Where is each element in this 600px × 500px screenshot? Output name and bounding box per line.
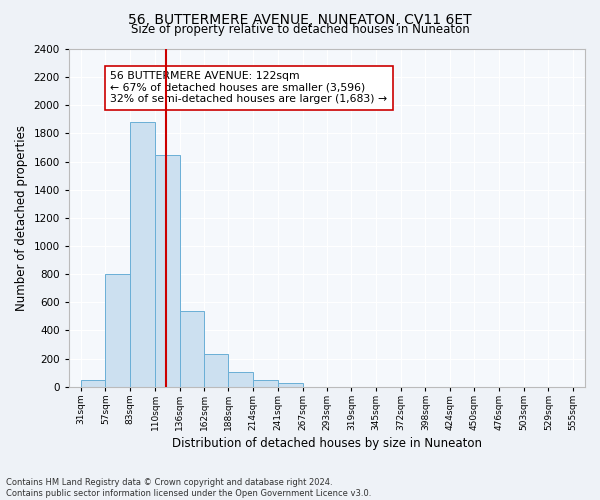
Bar [229,372,253,386]
Text: 56, BUTTERMERE AVENUE, NUNEATON, CV11 6ET: 56, BUTTERMERE AVENUE, NUNEATON, CV11 6E… [128,12,472,26]
Bar [106,274,130,386]
Bar [278,382,302,386]
Y-axis label: Number of detached properties: Number of detached properties [15,125,28,311]
Bar [130,122,155,386]
Text: 56 BUTTERMERE AVENUE: 122sqm
← 67% of detached houses are smaller (3,596)
32% of: 56 BUTTERMERE AVENUE: 122sqm ← 67% of de… [110,71,387,104]
Bar [179,310,204,386]
Bar [155,154,179,386]
Bar [204,354,229,386]
Bar [81,380,106,386]
Bar [253,380,278,386]
Text: Size of property relative to detached houses in Nuneaton: Size of property relative to detached ho… [131,22,469,36]
Text: Contains HM Land Registry data © Crown copyright and database right 2024.
Contai: Contains HM Land Registry data © Crown c… [6,478,371,498]
X-axis label: Distribution of detached houses by size in Nuneaton: Distribution of detached houses by size … [172,437,482,450]
